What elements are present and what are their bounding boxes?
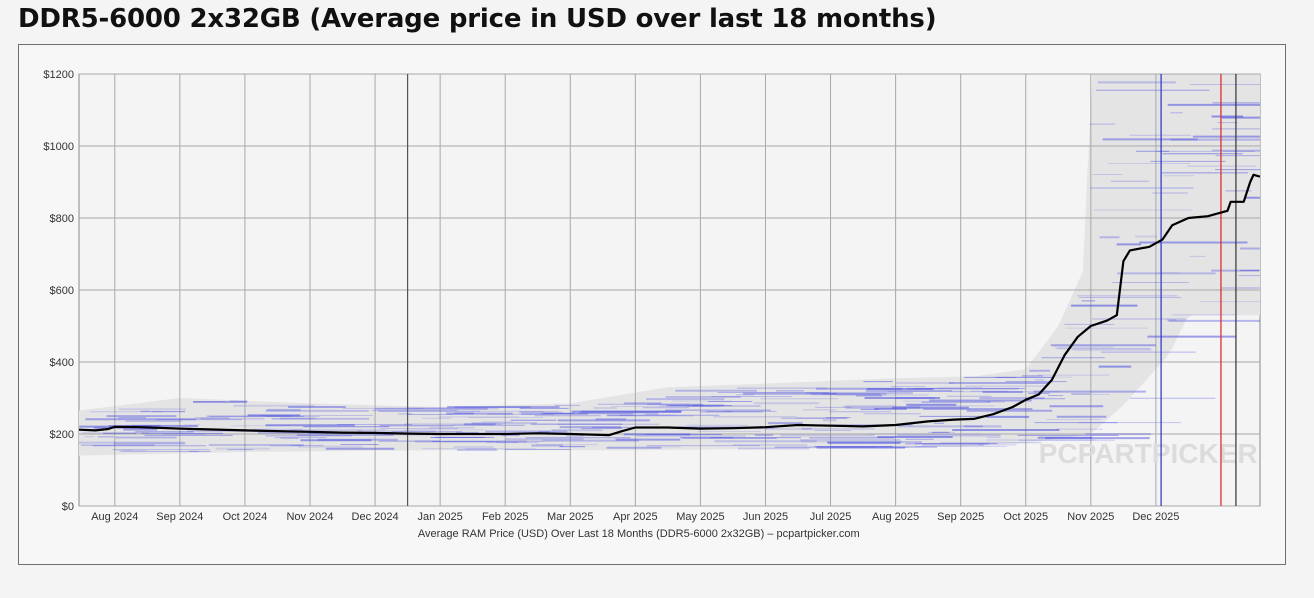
x-tick-label: Dec 2025 <box>1132 511 1179 523</box>
x-tick-label: May 2025 <box>676 511 724 523</box>
x-tick-label: Sep 2025 <box>937 511 984 523</box>
chart-panel: PCPARTPICKER $0 $200 $400 $600 $800 $1000 $120… <box>18 44 1286 565</box>
x-tick-label: Oct 2024 <box>223 511 268 523</box>
price-range-band <box>79 74 1260 456</box>
x-tick-label: Nov 2025 <box>1067 511 1114 523</box>
x-tick-label: Sep 2024 <box>156 511 203 523</box>
x-axis-caption: Average RAM Price (USD) Over Last 18 Mon… <box>418 528 860 540</box>
y-tick-label: $600 <box>50 285 74 297</box>
x-tick-label: Feb 2025 <box>482 511 528 523</box>
x-tick-label: Aug 2024 <box>91 511 138 523</box>
x-tick-label: Jan 2025 <box>417 511 462 523</box>
y-tick-label: $1200 <box>43 69 74 81</box>
x-tick-label: Aug 2025 <box>872 511 919 523</box>
y-tick-label: $1000 <box>43 141 74 153</box>
y-tick-label: $800 <box>50 213 74 225</box>
x-tick-label: Mar 2025 <box>547 511 593 523</box>
price-history-chart: PCPARTPICKER $0 $200 $400 $600 $800 $1000 $120… <box>43 69 1261 540</box>
x-tick-label: Dec 2024 <box>352 511 399 523</box>
y-tick-label: $400 <box>50 357 74 369</box>
y-tick-label: $0 <box>62 501 74 513</box>
average-price-line <box>79 173 1260 437</box>
x-tick-label: Nov 2024 <box>286 511 333 523</box>
watermark-logo: PCPARTPICKER <box>1039 438 1258 469</box>
y-tick-label: $200 <box>50 429 74 441</box>
x-tick-label: Jul 2025 <box>810 511 852 523</box>
x-tick-label: Jun 2025 <box>743 511 788 523</box>
x-tick-label: Apr 2025 <box>613 511 658 523</box>
page-title: DDR5-6000 2x32GB (Average price in USD o… <box>18 4 937 34</box>
x-tick-label: Oct 2025 <box>1003 511 1048 523</box>
